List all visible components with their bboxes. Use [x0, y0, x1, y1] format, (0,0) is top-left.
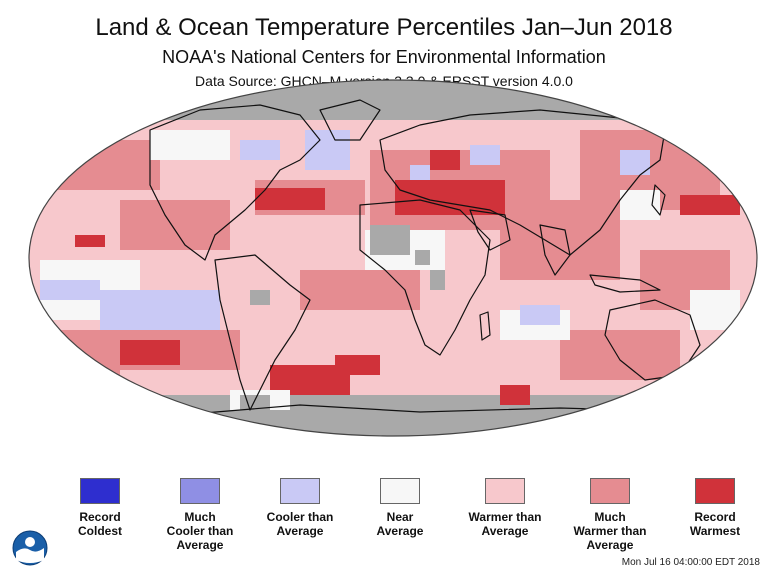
legend-swatch: [485, 478, 525, 504]
legend-label: Record Warmest: [689, 510, 741, 538]
legend-label: Near Average: [376, 510, 424, 538]
legend-swatch: [695, 478, 735, 504]
legend-label: Much Warmer than Average: [573, 510, 647, 552]
legend-item: Warmer than Average: [455, 478, 555, 538]
legend-swatch: [80, 478, 120, 504]
globe-outline: [28, 79, 758, 437]
legend-item: Near Average: [350, 478, 450, 538]
legend-label: Warmer than Average: [468, 510, 542, 538]
legend-label: Cooler than Average: [266, 510, 334, 538]
legend-item: Record Coldest: [50, 478, 150, 538]
legend-label: Much Cooler than Average: [166, 510, 234, 552]
legend-swatch: [280, 478, 320, 504]
legend-item: Much Cooler than Average: [150, 478, 250, 552]
legend-item: Record Warmest: [665, 478, 765, 538]
legend-swatch: [180, 478, 220, 504]
timestamp: Mon Jul 16 04:00:00 EDT 2018: [621, 557, 760, 568]
noaa-logo: [12, 530, 48, 566]
map-subtitle: NOAA's National Centers for Environmenta…: [162, 47, 606, 67]
legend-label: Record Coldest: [77, 510, 122, 538]
map-title: Land & Ocean Temperature Percentiles Jan…: [95, 14, 673, 41]
legend-swatch: [590, 478, 630, 504]
legend-item: Cooler than Average: [250, 478, 350, 538]
legend-item: Much Warmer than Average: [560, 478, 660, 552]
legend-swatch: [380, 478, 420, 504]
